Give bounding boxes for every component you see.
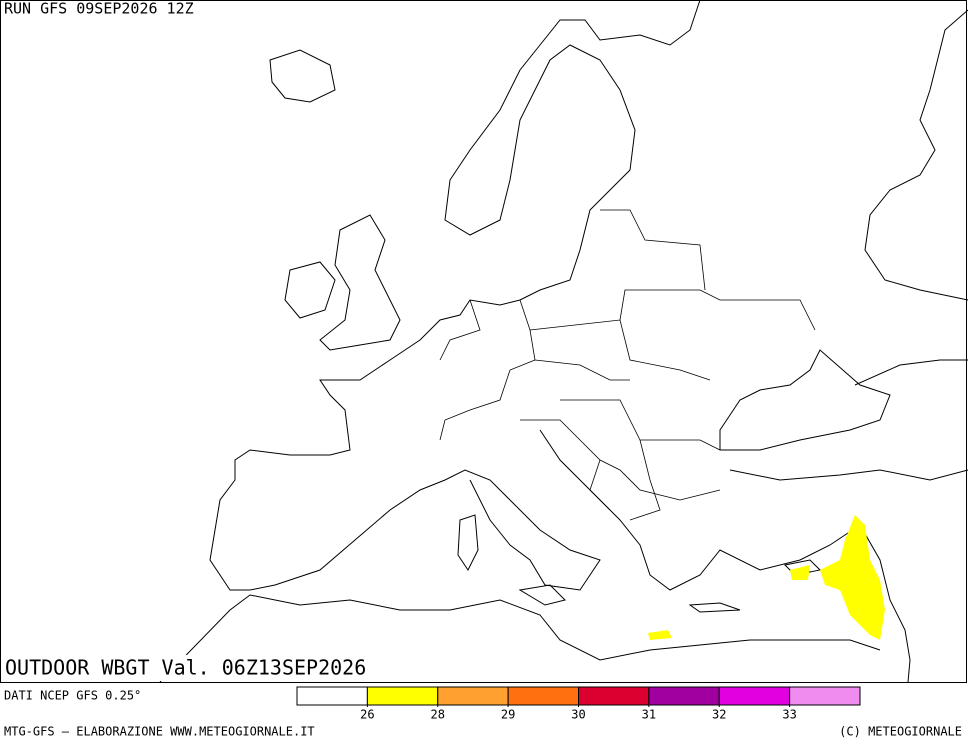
copyright-label: (C) METEOGIORNALE [839, 725, 962, 739]
coastline [209, 0, 701, 591]
colorbar-segment [366, 686, 439, 706]
colorbar-tick-label: 31 [642, 708, 656, 722]
colorbar-segment [296, 686, 368, 706]
coastline [539, 429, 911, 683]
coastline [159, 594, 881, 683]
colorbar-tick-label: 33 [782, 708, 796, 722]
wbgt-area [820, 515, 885, 640]
island-britain [319, 214, 401, 351]
wbgt-area [648, 630, 672, 640]
map-title: OUTDOOR WBGT Val. 06Z13SEP2026 [5, 656, 366, 680]
colorbar-segment [648, 686, 720, 706]
border [439, 209, 816, 521]
coastline [729, 359, 968, 481]
wbgt-area [790, 565, 810, 580]
island-sicily [518, 584, 566, 606]
island-iceland [269, 49, 336, 103]
colorbar-tick-label: 28 [431, 708, 445, 722]
colorbar-tick-label: 29 [501, 708, 515, 722]
colorbar-tick-label: 26 [360, 708, 374, 722]
colorbar-segment [437, 686, 509, 706]
island-crete [688, 602, 741, 613]
colorbar: 26 28 29 30 31 32 33 [296, 686, 861, 722]
colorbar-segment [507, 686, 579, 706]
colorbar-segment [718, 686, 791, 706]
colorbar-segment [789, 686, 861, 706]
island-ireland [284, 261, 336, 319]
coastline [719, 349, 891, 451]
credit-label: MTG-GFS — ELABORAZIONE WWW.METEOGIORNALE… [4, 725, 315, 739]
colorbar-tick-label: 32 [712, 708, 726, 722]
map [0, 0, 968, 683]
island-sardinia [457, 514, 479, 571]
map-frame [0, 0, 967, 683]
run-label: RUN GFS 09SEP2026 12Z [4, 0, 194, 18]
coastline [864, 9, 968, 301]
colorbar-segment [578, 686, 650, 706]
title-backdrop [2, 655, 387, 681]
source-label: DATI NCEP GFS 0.25° [4, 689, 141, 703]
colorbar-tick-label: 30 [571, 708, 585, 722]
